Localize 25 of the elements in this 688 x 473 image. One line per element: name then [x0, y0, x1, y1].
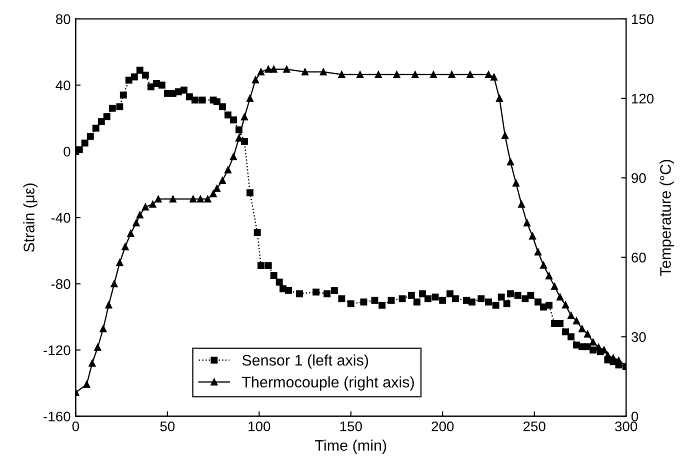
legend-label: Thermocouple (right axis) — [242, 376, 414, 391]
y2-tick-label: 60 — [632, 252, 646, 262]
y-tick-label: -40 — [51, 212, 70, 223]
y2-tick-label: 90 — [632, 173, 646, 184]
x-axis-title: Time (min) — [315, 440, 386, 454]
y-tick-label: -160 — [44, 412, 70, 422]
y-tick-label: 80 — [56, 14, 70, 24]
y-tick-label: -80 — [51, 279, 70, 289]
y2-tick-label: 30 — [631, 332, 646, 342]
legend-label: Sensor 1 (left axis) — [242, 354, 368, 369]
x-tick-label: 150 — [340, 421, 362, 432]
y-tick-label: 0 — [64, 146, 70, 157]
y2-tick-label: 150 — [632, 14, 654, 24]
x-tick-label: 300 — [615, 421, 638, 432]
y-axis-title: Strain (με) — [23, 184, 38, 252]
y-tick-label: -120 — [44, 345, 70, 356]
x-tick-label: 100 — [248, 421, 270, 432]
x-tick-label: 0 — [72, 421, 79, 432]
y2-tick-label: 120 — [632, 94, 654, 104]
x-tick-label: 50 — [160, 421, 175, 432]
y-tick-label: 40 — [56, 80, 70, 90]
y2-axis-title: Temperature (°C) — [660, 160, 674, 276]
x-tick-label: 250 — [523, 421, 546, 432]
y2-tick-label: 0 — [631, 412, 638, 422]
x-tick-label: 200 — [432, 421, 454, 432]
